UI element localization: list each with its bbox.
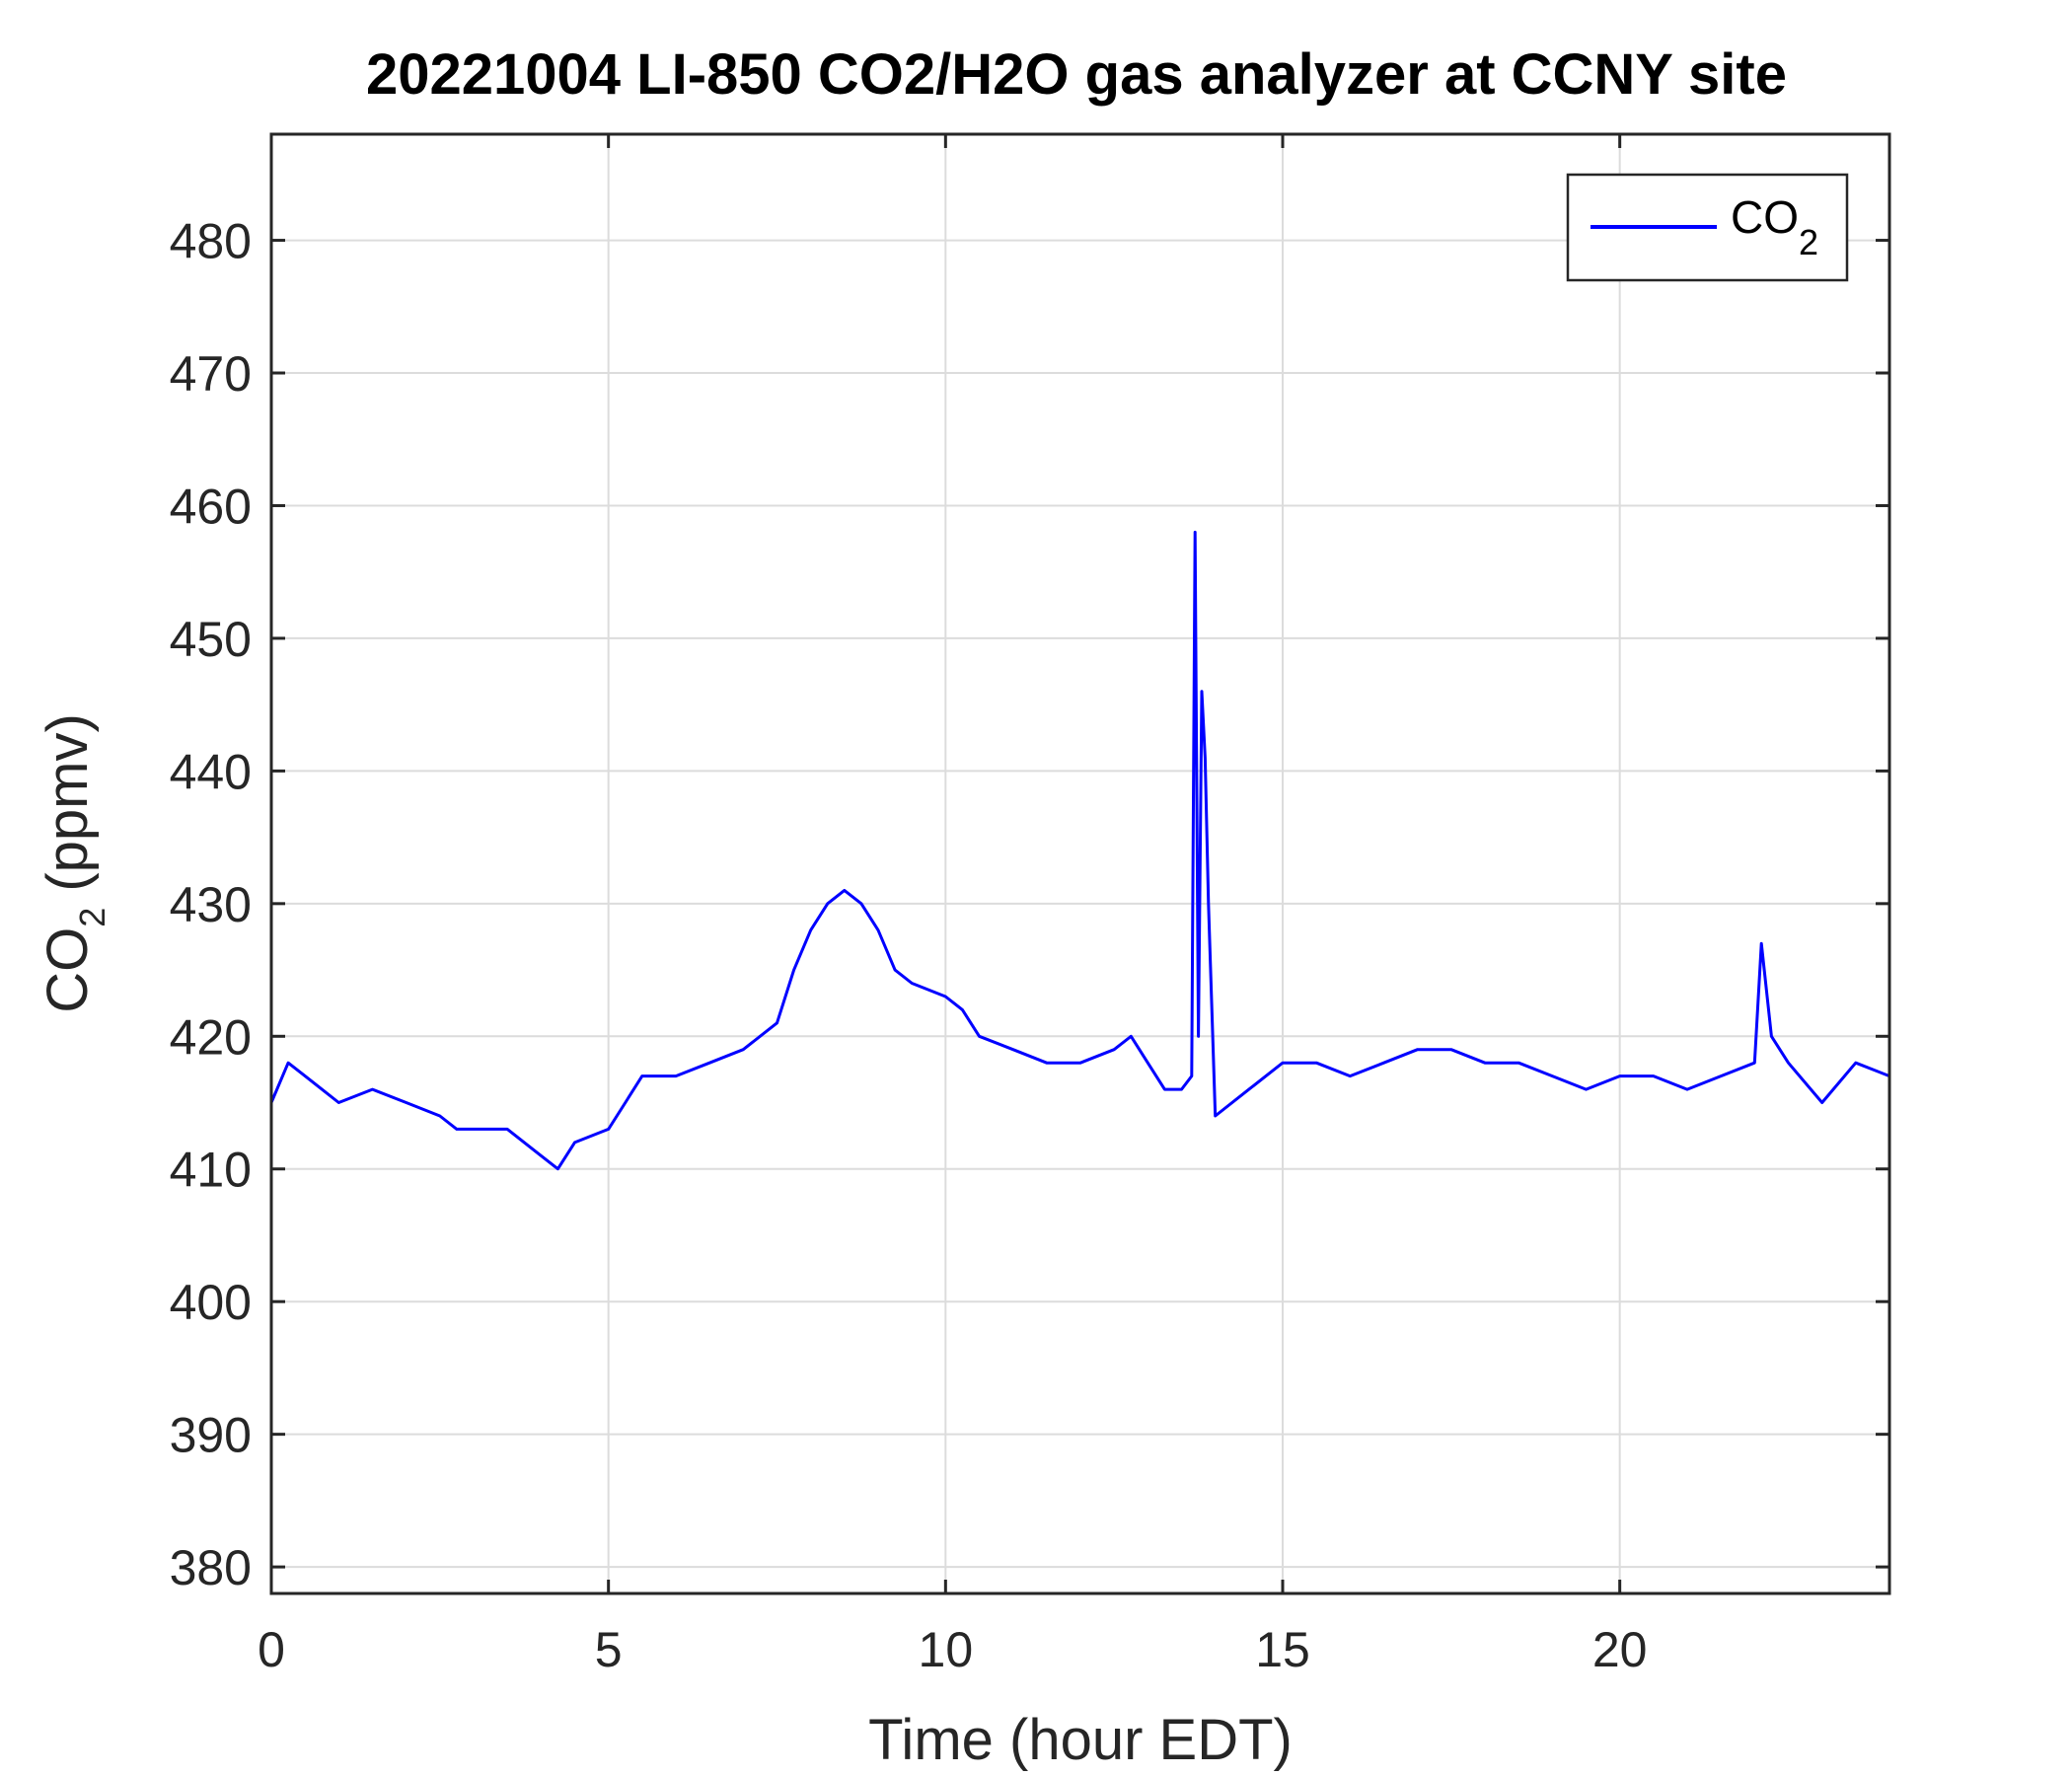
y-tick-label: 400 [170, 1275, 252, 1330]
y-tick-label: 450 [170, 612, 252, 667]
y-axis-label-main: CO [36, 927, 100, 1013]
y-axis-label: CO2 (ppmv) [36, 713, 112, 1013]
tick-layer: 0 5 10 15 20 380 390 400 410 420 430 440 450 460 470 48… [170, 134, 1889, 1677]
y-tick-label: 390 [170, 1408, 252, 1463]
legend-label-main: CO [1731, 191, 1799, 243]
x-tick-label: 15 [1255, 1622, 1310, 1677]
y-axis-label-subscript: 2 [72, 908, 112, 927]
x-tick-label: 5 [595, 1622, 623, 1677]
y-tick-label: 470 [170, 346, 252, 402]
y-tick-label: 440 [170, 744, 252, 799]
legend-entry-co2: CO2 [1731, 191, 1818, 262]
chart-title: 20221004 LI-850 CO2/H2O gas analyzer at … [366, 42, 1787, 107]
y-tick-label: 430 [170, 877, 252, 932]
y-tick-label: 460 [170, 479, 252, 534]
y-tick-label: 410 [170, 1143, 252, 1198]
y-tick-label: 480 [170, 214, 252, 269]
legend: CO2 [1566, 173, 1849, 282]
y-tick-label: 380 [170, 1540, 252, 1595]
x-axis-label: Time (hour EDT) [868, 1708, 1293, 1772]
axes-box [269, 132, 1891, 1595]
y-tick-label: 420 [170, 1009, 252, 1065]
y-axis-label-unit: (ppmv) [36, 713, 100, 908]
x-tick-label: 20 [1592, 1622, 1648, 1677]
series-layer [269, 530, 1890, 1171]
grid-layer [270, 134, 1889, 1593]
x-tick-label: 0 [258, 1622, 285, 1677]
legend-label-subscript: 2 [1799, 222, 1818, 262]
x-tick-label: 10 [919, 1622, 974, 1677]
series-line-co2 [269, 530, 1890, 1171]
